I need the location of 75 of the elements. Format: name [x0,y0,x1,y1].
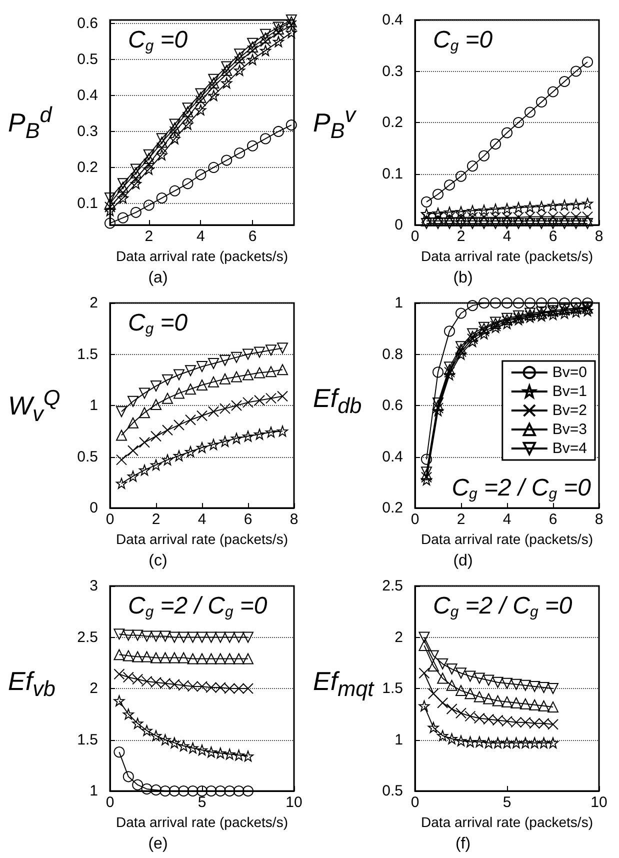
legend-label: Bv=1 [552,383,587,400]
x-axis-title: Data arrival rate (packets/s) [421,531,593,547]
y-tick-label: 0.1 [77,194,98,212]
x-tick-label: 2 [456,228,466,245]
x-tick-label: 4 [502,228,512,245]
y-tick-label: 0.2 [382,500,403,516]
y-tick-label: 1 [394,731,403,748]
y-tick-label: 0 [90,500,98,516]
y-axis-title: Ef$_{vb}$ [8,665,56,704]
x-tick-label: 8 [594,511,604,528]
x-tick-label: 10 [590,794,608,811]
y-tick-label: 0.5 [382,782,403,800]
text: (f) [455,836,471,852]
x-tick-label: 6 [244,511,252,528]
x-tick-label: 4 [198,511,206,528]
x-tick-label: 8 [594,228,604,245]
x-tick-label: 6 [248,228,257,245]
x-tick-label: 0 [106,794,114,811]
text: (a) [148,270,168,286]
y-tick-label: 1 [394,294,403,312]
x-axis-title: Data arrival rate (packets/s) [421,248,593,264]
y-tick-label: 1.5 [77,731,98,748]
x-axis-title: Data arrival rate (packets/s) [116,248,288,264]
x-tick-label: 2 [152,511,160,528]
y-tick-label: 2.5 [77,628,98,646]
x-axis-title: Data arrival rate (packets/s) [421,814,593,830]
legend-label: Bv=0 [552,364,587,381]
y-tick-label: 1.5 [382,680,403,697]
x-axis-title: Data arrival rate (packets/s) [116,531,288,547]
y-tick-label: 0.3 [77,122,98,140]
x-tick-label: 4 [196,228,205,245]
x-tick-label: 2 [456,511,466,528]
y-tick-label: 3 [90,578,98,594]
y-tick-label: 1.5 [77,346,98,363]
y-axis-title: Ef$_{db}$ [313,382,363,420]
x-tick-label: 0 [410,511,420,528]
y-tick-label: 2 [90,294,98,312]
x-tick-label: 5 [502,794,512,811]
text: (b) [453,270,473,286]
text: (d) [453,552,473,570]
y-tick-label: 0.2 [77,158,98,176]
y-tick-label: 0.3 [382,62,403,80]
y-tick-label: 0.8 [382,346,403,363]
x-tick-label: 4 [502,511,512,528]
y-tick-label: 0.5 [77,448,98,466]
y-tick-label: 0 [394,216,403,234]
text: (e) [148,836,168,852]
x-axis-title: Data arrival rate (packets/s) [116,814,288,830]
y-tick-label: 0.4 [382,448,403,466]
y-tick-label: 2 [394,628,403,646]
y-tick-label: 0.5 [77,51,98,68]
text: (c) [148,552,168,570]
legend-label: Bv=2 [552,402,587,419]
y-tick-label: 0.1 [382,165,403,182]
y-tick-label: 0.6 [382,397,403,414]
y-tick-label: 2.5 [382,578,403,594]
y-tick-label: 0.2 [382,114,403,131]
y-tick-label: 1 [90,782,98,800]
x-tick-label: 6 [548,228,558,245]
x-tick-label: 0 [106,511,114,528]
y-tick-label: 1 [90,397,98,414]
x-tick-label: 5 [198,794,206,811]
y-tick-label: 0.4 [77,87,98,104]
x-tick-label: 8 [290,511,298,528]
x-tick-label: 0 [410,794,420,811]
y-tick-label: 0.4 [382,12,403,28]
x-tick-label: 0 [410,228,420,245]
x-tick-label: 6 [548,511,558,528]
x-tick-label: 10 [286,794,302,811]
legend-label: Bv=3 [552,421,587,438]
legend-label: Bv=4 [552,440,587,457]
y-tick-label: 0.6 [77,15,98,32]
x-tick-label: 2 [144,228,154,245]
y-axis-title: Ef$_{mqt}$ [313,665,374,704]
y-tick-label: 2 [90,680,98,697]
